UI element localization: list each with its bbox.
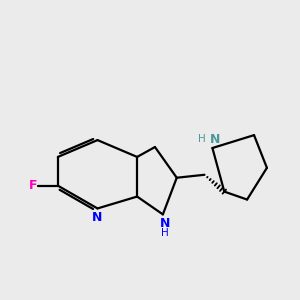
Text: N: N xyxy=(92,212,103,224)
Text: H: H xyxy=(198,134,206,144)
Text: F: F xyxy=(29,179,38,192)
Text: N: N xyxy=(160,218,170,230)
Text: N: N xyxy=(210,133,220,146)
Text: H: H xyxy=(161,228,169,238)
